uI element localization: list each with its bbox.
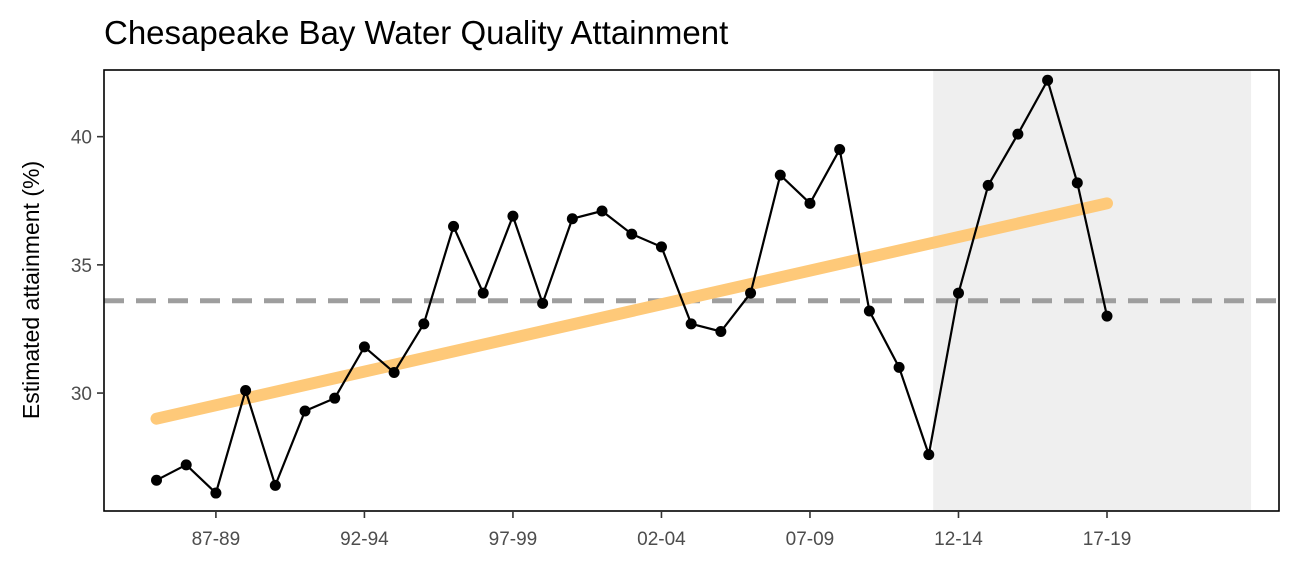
data-point-90-92 xyxy=(299,405,311,417)
data-point-16-18 xyxy=(1071,177,1083,189)
data-point-86-88 xyxy=(180,459,192,471)
data-point-88-90 xyxy=(240,384,252,396)
data-point-08-10 xyxy=(834,143,846,155)
data-point-05-07 xyxy=(745,287,757,299)
x-tick-label-17-19: 17-19 xyxy=(1083,529,1132,550)
x-tick-label-12-14: 12-14 xyxy=(934,529,983,550)
data-point-01-03 xyxy=(626,228,638,240)
y-tick-label-40: 40 xyxy=(71,128,92,149)
data-point-99-01 xyxy=(566,213,578,225)
series-points xyxy=(151,74,1113,499)
data-point-03-05 xyxy=(685,318,697,330)
data-point-97-99 xyxy=(507,210,519,222)
data-point-94-96 xyxy=(418,318,430,330)
x-tick-label-02-04: 02-04 xyxy=(637,529,686,550)
data-point-92-94 xyxy=(358,341,370,353)
data-point-93-95 xyxy=(388,367,400,379)
data-point-95-97 xyxy=(448,220,460,232)
data-point-07-09 xyxy=(804,197,816,209)
data-point-96-98 xyxy=(477,287,489,299)
x-tick-label-92-94: 92-94 xyxy=(340,529,389,550)
data-point-85-87 xyxy=(151,474,162,486)
x-tick-label-07-09: 07-09 xyxy=(786,529,835,550)
plot-panel-border xyxy=(103,69,1280,512)
x-tick-label-97-99: 97-99 xyxy=(489,529,538,550)
y-tick-label-30: 30 xyxy=(71,384,92,405)
data-point-10-12 xyxy=(893,361,905,373)
data-point-00-02 xyxy=(596,205,608,217)
y-tick-label-35: 35 xyxy=(71,256,92,277)
x-axis: 87-89 92-94 97-99 02-04 07-09 12-14 17-19 xyxy=(192,511,1132,550)
data-point-98-00 xyxy=(537,297,549,309)
data-point-15-17 xyxy=(1042,74,1054,86)
y-axis-title: Estimated attainment (%) xyxy=(18,161,44,419)
data-point-87-89 xyxy=(210,487,222,499)
data-point-12-14 xyxy=(952,287,964,299)
data-point-14-16 xyxy=(1012,128,1024,140)
y-axis: 30 35 40 xyxy=(71,128,104,405)
data-point-89-91 xyxy=(269,479,281,491)
data-point-09-11 xyxy=(863,305,875,317)
data-point-04-06 xyxy=(715,326,727,338)
data-point-11-13 xyxy=(923,449,935,461)
x-tick-label-87-89: 87-89 xyxy=(192,529,241,550)
data-point-06-08 xyxy=(774,169,786,181)
trend-line xyxy=(150,197,1113,425)
data-point-13-15 xyxy=(982,179,994,191)
data-point-91-93 xyxy=(329,392,341,404)
shaded-region xyxy=(933,70,1252,511)
data-point-02-04 xyxy=(655,241,667,253)
chart-title: Chesapeake Bay Water Quality Attainment xyxy=(104,14,728,51)
data-point-17-19 xyxy=(1101,310,1113,322)
